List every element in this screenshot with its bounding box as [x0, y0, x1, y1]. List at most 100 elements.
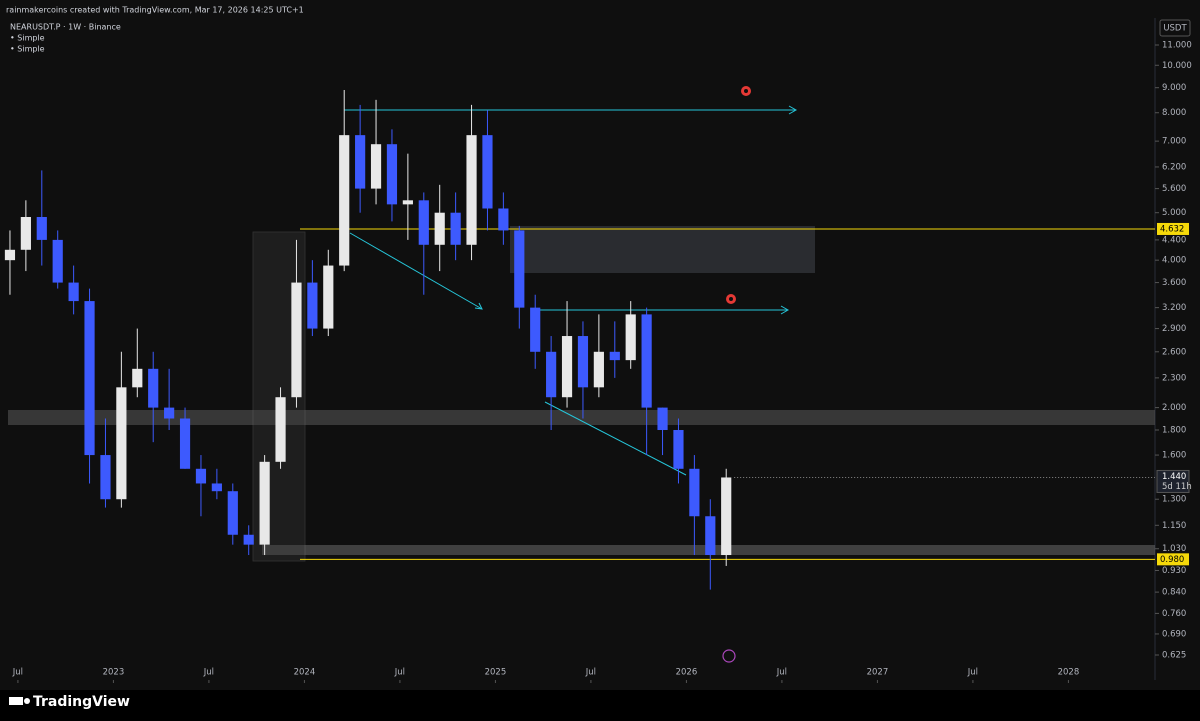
candle: [339, 90, 350, 272]
candle-body: [195, 468, 207, 484]
price-label-box: [1157, 222, 1189, 235]
candle: [689, 455, 700, 556]
candle: [116, 351, 127, 508]
x-tick-label: 2027: [867, 668, 889, 678]
candle: [275, 387, 286, 469]
candle-body: [498, 208, 509, 231]
candle: [641, 307, 652, 456]
candle: [211, 468, 222, 500]
candle: [673, 418, 684, 484]
candle: [625, 301, 636, 369]
x-tick-label: Jul: [776, 668, 787, 678]
x-tick-label: Jul: [203, 668, 214, 678]
candle-body: [20, 217, 31, 250]
y-tick-label: 6.200: [1162, 162, 1186, 172]
y-tick-label: 1.600: [1162, 451, 1186, 461]
footer: [0, 690, 1200, 721]
x-tick-label: 2024: [294, 668, 316, 678]
y-tick-label: 8.000: [1162, 108, 1186, 118]
y-tick-label: 4.000: [1162, 256, 1186, 266]
y-tick-label: 2.000: [1162, 403, 1186, 413]
candle: [514, 225, 525, 329]
candle-body: [370, 144, 382, 189]
candle-body: [705, 516, 716, 556]
candle-body: [625, 314, 636, 361]
y-tick-label: 0.840: [1162, 588, 1186, 598]
candle-body: [68, 282, 79, 302]
candle-body: [148, 368, 159, 408]
candle-body: [84, 301, 95, 456]
candle: [498, 192, 509, 245]
y-tick-label: 5.600: [1162, 184, 1186, 194]
indicator: • Simple: [10, 34, 45, 43]
candle: [20, 200, 31, 272]
candle-body: [482, 135, 493, 209]
currency: USDT: [1163, 24, 1187, 34]
candle-body: [450, 212, 461, 245]
watermark: rainmakercoins created with TradingView.…: [6, 6, 304, 15]
y-tick-label: 7.000: [1162, 137, 1186, 147]
countdown: 5d 11h: [1162, 482, 1192, 492]
last-price-label: 1.440: [1162, 472, 1186, 482]
y-tick-label: 3.200: [1162, 303, 1186, 313]
x-tick-label: Jul: [12, 668, 23, 678]
y-tick-label: 11.000: [1162, 41, 1192, 51]
candle-body: [259, 461, 270, 545]
candle: [450, 192, 461, 261]
candle-body: [466, 135, 477, 245]
symbol: NEARUSDT.P · 1W · Binance: [10, 23, 121, 32]
candle: [307, 260, 318, 337]
candle-body: [689, 468, 700, 517]
candle: [36, 170, 47, 266]
candle: [593, 314, 604, 398]
brand: TradingView: [33, 694, 130, 710]
candle-body: [275, 397, 286, 462]
event-icon: [722, 649, 736, 663]
logo: [9, 697, 30, 705]
candle: [721, 468, 732, 566]
y-tick-label: 1.030: [1162, 544, 1186, 554]
candle: [179, 407, 191, 469]
candle: [4, 230, 16, 295]
candle-body: [561, 336, 573, 398]
candle-body: [577, 336, 589, 388]
candle-body: [52, 239, 63, 283]
candle: [291, 239, 302, 408]
y-tick-label: 9.000: [1162, 83, 1186, 93]
y-tick-label: 2.900: [1162, 324, 1186, 334]
x-tick-label: 2023: [103, 668, 125, 678]
zone: [510, 226, 815, 273]
x-tick-label: Jul: [394, 668, 405, 678]
x-tick-label: 2025: [485, 668, 507, 678]
candle: [323, 249, 334, 337]
currency-box[interactable]: [1159, 19, 1191, 37]
candle-body: [323, 265, 334, 329]
candle-body: [211, 483, 222, 492]
candle-body: [609, 351, 620, 361]
price-label: 0.980: [1160, 555, 1184, 565]
candle-body: [243, 534, 254, 545]
candle: [530, 294, 541, 369]
candle-body: [116, 387, 127, 500]
candle: [402, 153, 413, 240]
candle-body: [546, 351, 557, 398]
price-label: 4.632: [1160, 224, 1184, 234]
y-tick-label: 3.600: [1162, 278, 1186, 288]
y-tick-label: 1.800: [1162, 426, 1186, 436]
x-tick-label: Jul: [585, 668, 596, 678]
last-price-box: [1156, 469, 1190, 493]
x-tick-label: 2028: [1058, 668, 1080, 678]
candle: [546, 336, 557, 431]
candle: [259, 455, 270, 556]
y-tick-label: 0.930: [1162, 566, 1186, 576]
y-tick-label: 1.300: [1162, 495, 1186, 505]
candle-body: [291, 282, 302, 398]
y-tick-label: 5.000: [1162, 208, 1186, 218]
candle: [609, 321, 620, 378]
y-tick-label: 2.300: [1162, 373, 1186, 383]
candle-body: [164, 407, 175, 419]
trend-drawings: [344, 105, 798, 476]
candle: [434, 184, 445, 272]
